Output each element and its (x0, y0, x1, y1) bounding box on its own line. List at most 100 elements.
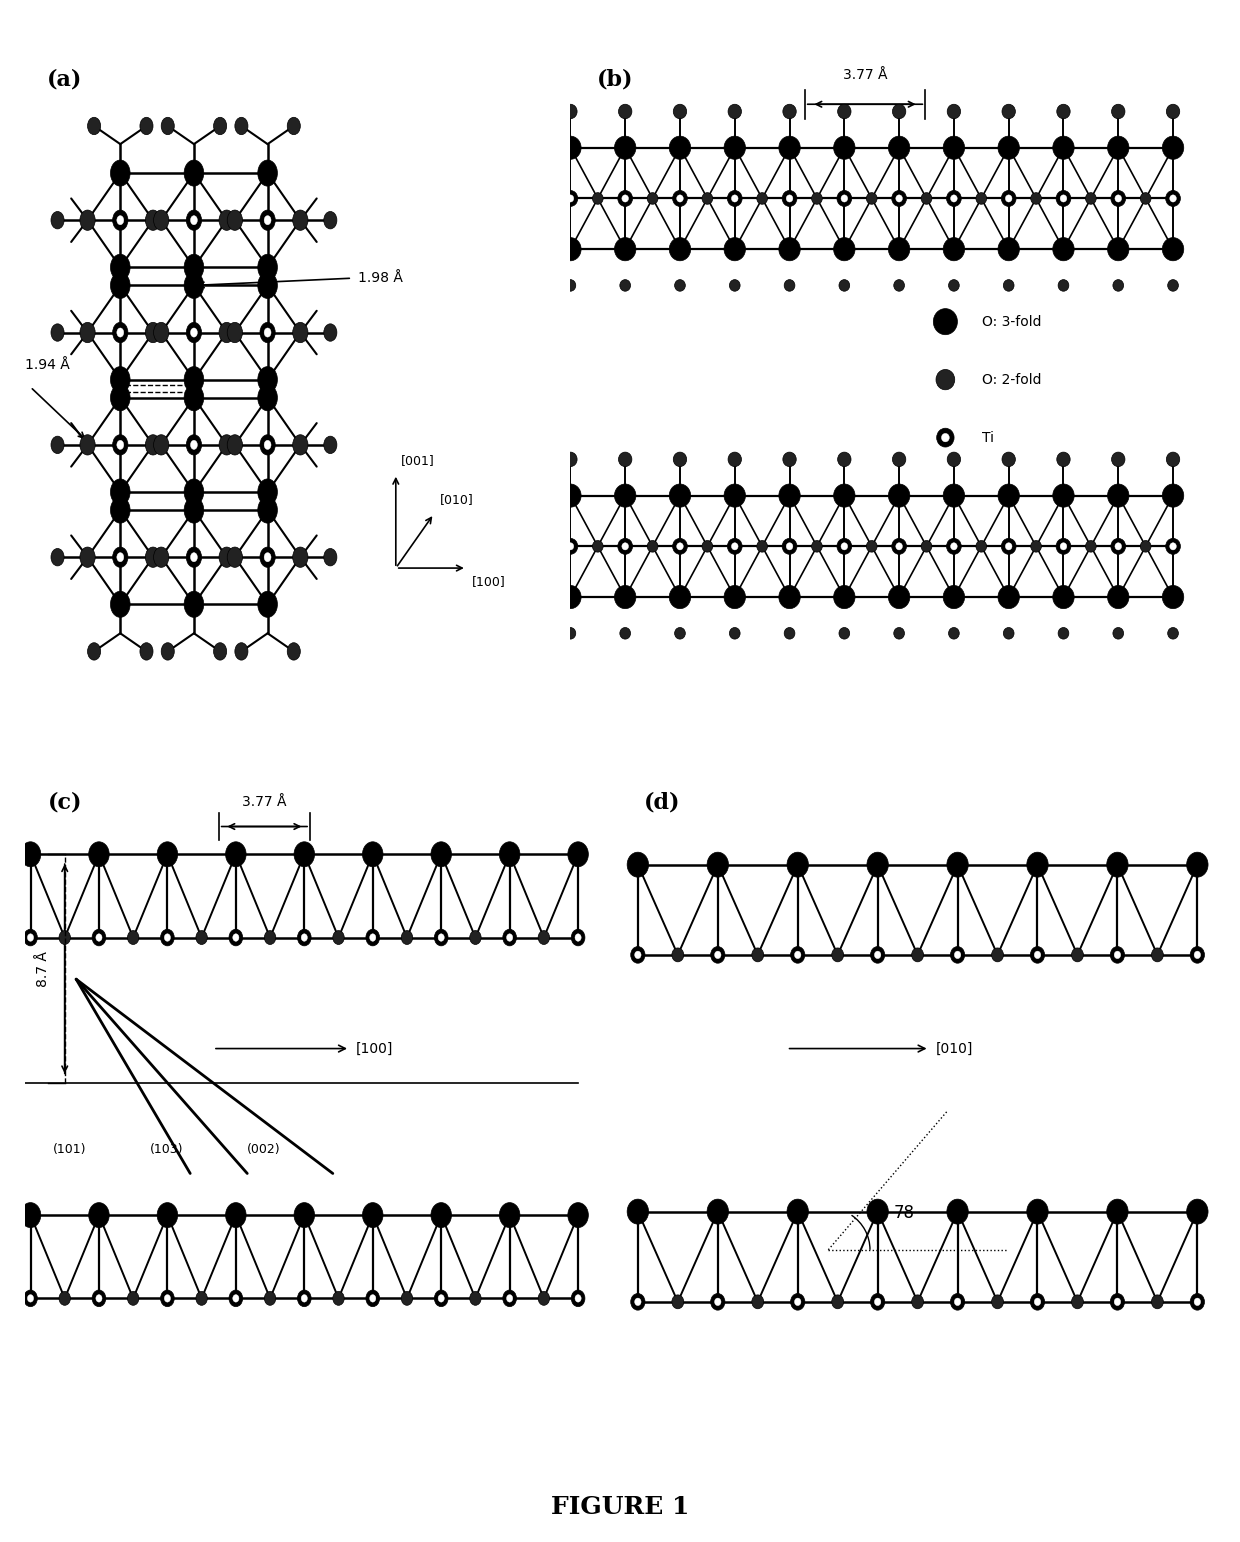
Circle shape (402, 1291, 413, 1305)
Circle shape (832, 1295, 843, 1309)
Circle shape (670, 586, 691, 609)
Circle shape (234, 643, 248, 660)
Circle shape (233, 934, 239, 941)
Circle shape (160, 1291, 175, 1306)
Circle shape (113, 435, 128, 455)
Circle shape (811, 541, 822, 552)
Circle shape (867, 1200, 888, 1224)
Circle shape (1169, 194, 1177, 202)
Circle shape (867, 193, 877, 204)
Circle shape (128, 1291, 139, 1305)
Circle shape (1056, 452, 1070, 467)
Circle shape (213, 643, 227, 660)
Circle shape (128, 930, 139, 944)
Circle shape (1107, 853, 1128, 877)
Circle shape (673, 452, 687, 467)
Circle shape (1111, 538, 1126, 554)
Circle shape (724, 237, 745, 261)
Circle shape (559, 136, 582, 159)
Circle shape (500, 1203, 520, 1227)
Circle shape (1107, 484, 1128, 507)
Circle shape (563, 538, 578, 554)
Circle shape (110, 367, 130, 393)
Circle shape (1111, 452, 1125, 467)
Circle shape (732, 543, 738, 550)
Circle shape (145, 322, 161, 342)
Circle shape (618, 191, 632, 207)
Circle shape (293, 322, 308, 342)
Circle shape (1111, 105, 1125, 119)
Circle shape (838, 452, 851, 467)
Circle shape (438, 934, 444, 941)
Circle shape (1107, 586, 1128, 609)
Circle shape (670, 136, 691, 159)
Circle shape (370, 934, 376, 941)
Circle shape (567, 543, 574, 550)
Text: 78: 78 (894, 1204, 915, 1221)
Circle shape (751, 1295, 764, 1309)
Circle shape (944, 237, 965, 261)
Text: [100]: [100] (472, 575, 506, 589)
Circle shape (1071, 948, 1084, 962)
Circle shape (1110, 947, 1125, 964)
Circle shape (161, 117, 175, 134)
Circle shape (944, 484, 965, 507)
Circle shape (258, 367, 278, 393)
Circle shape (324, 211, 337, 228)
Circle shape (779, 586, 800, 609)
Circle shape (1030, 541, 1042, 552)
Circle shape (324, 324, 337, 341)
Circle shape (298, 1291, 311, 1306)
Circle shape (258, 591, 278, 617)
Circle shape (219, 322, 234, 342)
Circle shape (165, 934, 170, 941)
Circle shape (949, 279, 960, 291)
Circle shape (670, 237, 691, 261)
Text: 3.77 Å: 3.77 Å (242, 796, 286, 810)
Circle shape (786, 543, 792, 550)
Circle shape (184, 384, 203, 410)
Circle shape (227, 435, 243, 455)
Circle shape (921, 541, 932, 552)
Circle shape (559, 484, 582, 507)
Circle shape (568, 1203, 588, 1227)
Circle shape (841, 194, 848, 202)
Circle shape (888, 586, 910, 609)
Circle shape (1115, 543, 1121, 550)
Circle shape (434, 1291, 448, 1306)
Circle shape (618, 538, 632, 554)
Circle shape (1071, 1295, 1084, 1309)
Circle shape (567, 194, 574, 202)
Circle shape (60, 930, 71, 944)
Circle shape (1053, 586, 1074, 609)
Circle shape (324, 549, 337, 566)
Circle shape (615, 136, 636, 159)
Circle shape (711, 1294, 725, 1311)
Circle shape (1034, 951, 1040, 959)
Circle shape (615, 586, 636, 609)
Circle shape (941, 433, 950, 443)
Circle shape (563, 191, 578, 207)
Circle shape (888, 136, 910, 159)
Circle shape (782, 538, 797, 554)
Circle shape (992, 1295, 1003, 1309)
Circle shape (992, 948, 1003, 962)
Circle shape (565, 628, 575, 638)
Circle shape (1002, 191, 1016, 207)
Circle shape (756, 193, 768, 204)
Circle shape (186, 435, 202, 455)
Circle shape (911, 1295, 924, 1309)
Circle shape (837, 191, 852, 207)
Circle shape (1058, 628, 1069, 638)
Circle shape (895, 194, 903, 202)
Circle shape (1053, 237, 1074, 261)
Circle shape (219, 547, 234, 567)
Circle shape (196, 930, 207, 944)
Circle shape (184, 367, 203, 393)
Circle shape (833, 484, 856, 507)
Circle shape (673, 105, 687, 119)
Circle shape (1152, 1295, 1163, 1309)
Circle shape (27, 934, 33, 941)
Circle shape (620, 279, 631, 291)
Circle shape (779, 484, 800, 507)
